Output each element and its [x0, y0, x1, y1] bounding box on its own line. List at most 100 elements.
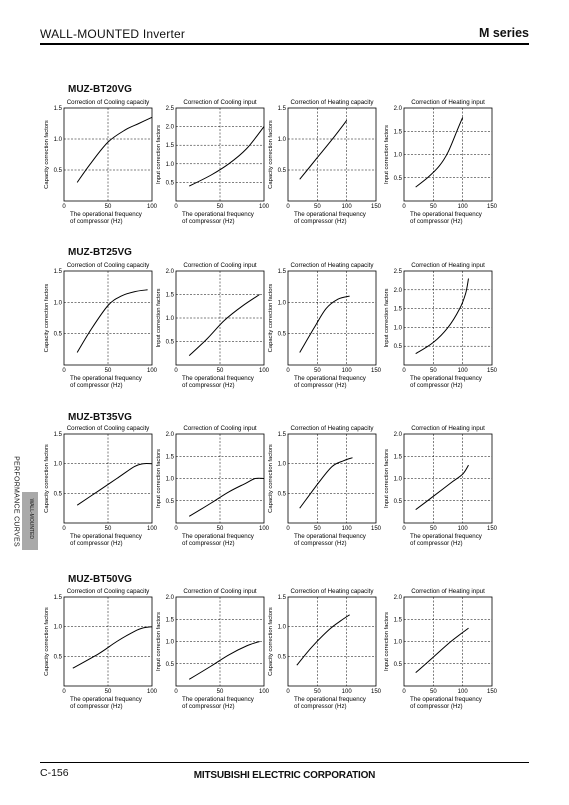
x-axis-label: The operational frequency	[294, 696, 367, 703]
y-axis-label: Input correction factors	[156, 125, 162, 184]
x-tick-label: 100	[342, 204, 353, 210]
x-tick-label: 0	[286, 526, 290, 532]
y-tick-label: 0.5	[54, 168, 63, 174]
x-tick-label: 100	[342, 368, 353, 374]
x-tick-label: 150	[487, 204, 498, 210]
chart-title: Correction of Cooling capacity	[67, 262, 150, 269]
chart-title: Correction of Cooling input	[183, 262, 257, 269]
y-tick-label: 2.0	[394, 432, 403, 438]
plot-frame	[287, 433, 377, 524]
series-line	[296, 614, 350, 666]
y-tick-label: 1.0	[54, 625, 63, 631]
x-axis-label: The operational frequency	[70, 696, 143, 703]
x-tick-label: 100	[259, 689, 270, 695]
y-tick-label: 1.5	[278, 106, 287, 112]
series-line	[188, 641, 260, 680]
model-label: MUZ-BT20VG	[68, 84, 132, 95]
x-tick-label: 50	[430, 204, 437, 210]
x-axis-label: of compressor (Hz)	[410, 703, 463, 710]
y-axis-label: Capacity correction factors	[44, 444, 50, 513]
y-tick-label: 1.0	[278, 625, 287, 631]
y-tick-label: 1.0	[278, 462, 287, 468]
x-axis-label: The operational frequency	[182, 533, 255, 540]
x-tick-label: 0	[174, 689, 178, 695]
y-axis-label: Input correction factors	[384, 612, 390, 671]
y-tick-label: 1.5	[54, 106, 63, 112]
y-axis-label: Capacity correction factors	[44, 284, 50, 353]
page-header: WALL-MOUNTED Inverter M series	[40, 0, 529, 52]
y-tick-label: 1.0	[394, 640, 403, 646]
y-tick-label: 1.5	[394, 307, 403, 313]
y-axis-label: Input correction factors	[156, 449, 162, 508]
x-tick-label: 0	[174, 526, 178, 532]
y-tick-label: 2.0	[166, 125, 175, 131]
x-tick-label: 0	[62, 526, 66, 532]
x-axis-label: of compressor (Hz)	[182, 382, 235, 389]
header-rule	[40, 43, 529, 45]
x-tick-label: 50	[430, 526, 437, 532]
plot-frame	[287, 270, 377, 366]
header-title: WALL-MOUNTED Inverter	[40, 27, 186, 41]
x-axis-label: The operational frequency	[410, 533, 483, 540]
x-tick-label: 100	[147, 526, 158, 532]
x-axis-label: The operational frequency	[410, 375, 483, 382]
footer-rule	[40, 762, 529, 764]
series-line	[188, 294, 260, 356]
page-number: C-156	[40, 767, 69, 779]
y-axis-label: Capacity correction factors	[268, 120, 274, 189]
x-axis-label: The operational frequency	[70, 375, 143, 382]
x-tick-label: 0	[402, 689, 406, 695]
y-tick-label: 0.5	[166, 340, 175, 346]
y-tick-label: 1.0	[166, 477, 175, 483]
y-tick-label: 0.5	[394, 344, 403, 350]
x-tick-label: 100	[458, 526, 469, 532]
series-line	[415, 117, 464, 188]
series-line	[299, 120, 348, 180]
y-tick-label: 1.5	[394, 454, 403, 460]
series-line	[72, 626, 153, 669]
x-tick-label: 0	[62, 204, 66, 210]
x-axis-label: The operational frequency	[294, 211, 367, 218]
chart-title: Correction of Heating input	[411, 99, 485, 106]
x-axis-label: of compressor (Hz)	[294, 218, 347, 225]
x-axis-label: of compressor (Hz)	[410, 382, 463, 389]
x-tick-label: 0	[62, 368, 66, 374]
chart-title: Correction of Heating input	[411, 588, 485, 595]
y-tick-label: 1.5	[394, 129, 403, 135]
chart-title: Correction of Cooling capacity	[67, 99, 150, 106]
y-tick-label: 0.5	[54, 654, 63, 660]
chart-title: Correction of Heating input	[411, 425, 485, 432]
x-axis-label: The operational frequency	[294, 533, 367, 540]
chart-title: Correction of Heating capacity	[291, 588, 375, 595]
y-tick-label: 0.5	[278, 168, 287, 174]
y-axis-label: Capacity correction factors	[44, 120, 50, 189]
x-tick-label: 50	[105, 689, 112, 695]
plot-frame	[63, 433, 153, 524]
x-tick-label: 150	[371, 689, 382, 695]
plot-frame	[175, 596, 265, 687]
x-axis-label: of compressor (Hz)	[70, 382, 123, 389]
x-tick-label: 0	[62, 689, 66, 695]
y-axis-label: Capacity correction factors	[268, 607, 274, 676]
series-line	[188, 126, 265, 187]
x-axis-label: of compressor (Hz)	[182, 703, 235, 710]
x-axis-label: The operational frequency	[410, 696, 483, 703]
x-axis-label: The operational frequency	[182, 211, 255, 218]
x-axis-label: of compressor (Hz)	[410, 540, 463, 547]
series-line	[299, 457, 353, 509]
x-tick-label: 0	[402, 526, 406, 532]
y-axis-label: Capacity correction factors	[268, 444, 274, 513]
x-axis-label: The operational frequency	[182, 696, 255, 703]
y-tick-label: 1.0	[278, 300, 287, 306]
y-axis-label: Input correction factors	[384, 449, 390, 508]
chart-title: Correction of Cooling input	[183, 588, 257, 595]
y-tick-label: 0.5	[394, 499, 403, 505]
x-tick-label: 50	[314, 689, 321, 695]
y-axis-label: Input correction factors	[384, 125, 390, 184]
y-tick-label: 0.5	[394, 662, 403, 668]
y-tick-label: 1.0	[166, 162, 175, 168]
y-tick-label: 1.0	[54, 462, 63, 468]
y-tick-label: 1.5	[166, 617, 175, 623]
x-axis-label: of compressor (Hz)	[182, 540, 235, 547]
x-tick-label: 50	[105, 204, 112, 210]
